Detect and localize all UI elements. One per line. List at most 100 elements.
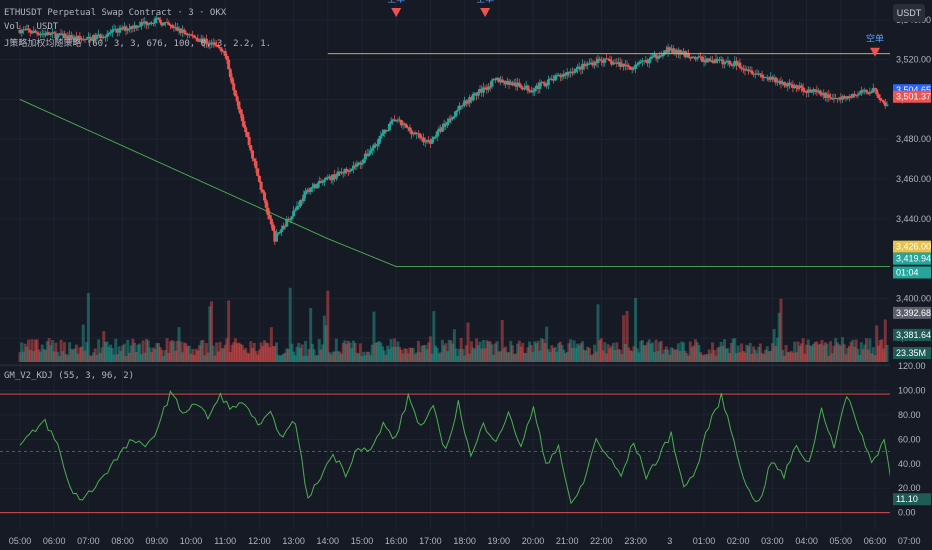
volume-bar (832, 345, 836, 362)
volume-bar (357, 353, 361, 362)
candle-body (492, 79, 496, 81)
candle-body (675, 49, 679, 54)
candle-body (372, 144, 376, 149)
volume-bar (408, 347, 412, 362)
candle-body (155, 17, 159, 19)
volume-bar (700, 354, 704, 362)
candle-body (23, 29, 27, 31)
candle-body (868, 91, 872, 94)
candle-body (500, 79, 504, 83)
price-label-box (893, 266, 931, 279)
volume-bar (437, 353, 441, 362)
volume-bar (223, 344, 227, 362)
candle-body (541, 81, 545, 84)
volume-bar (488, 341, 492, 362)
volume-bar (519, 346, 523, 362)
volume-bar (261, 346, 265, 362)
volume-bar (449, 340, 453, 362)
candle-body (502, 80, 506, 83)
volume-bar (365, 351, 369, 362)
candle-body (505, 81, 509, 85)
volume-bar (263, 340, 267, 362)
candle-body (100, 36, 104, 39)
candle-body (818, 90, 822, 95)
candle-body (452, 116, 456, 118)
volume-bar (129, 345, 133, 362)
volume-bar (162, 355, 166, 362)
candlestick-series (18, 14, 889, 245)
volume-bar (78, 347, 82, 362)
volume-bar (194, 348, 198, 362)
candle-body (210, 42, 214, 45)
volume-bar (62, 342, 66, 362)
candle-body (283, 225, 287, 227)
volume-bar (781, 349, 785, 362)
candle-body (33, 30, 37, 33)
volume-bar (440, 339, 444, 362)
volume-bar (341, 342, 345, 362)
candle-body (386, 130, 390, 132)
candle-body (490, 80, 494, 87)
kdj-line (19, 389, 910, 512)
candle-body (305, 189, 309, 192)
volume-bar (74, 344, 78, 362)
candle-body (757, 73, 761, 75)
candle-body (85, 38, 89, 40)
volume-bar (264, 342, 268, 362)
time-axis-bg (0, 530, 932, 550)
volume-bar (757, 346, 761, 362)
candle-body (285, 218, 289, 227)
volume-bar (381, 346, 385, 362)
candle-body (422, 137, 426, 143)
volume-bar (305, 355, 309, 362)
kdj-tick-label: 0.00 (898, 508, 916, 518)
volume-bar (430, 353, 434, 362)
candle-body (170, 25, 174, 28)
kdj-tick-label: 100.00 (898, 385, 926, 395)
candle-body (572, 72, 576, 74)
volume-bar (666, 349, 670, 362)
volume-bar (741, 350, 745, 362)
volume-bar (432, 311, 436, 362)
volume-bar (861, 349, 865, 362)
candle-body (413, 132, 417, 135)
volume-bar (175, 340, 179, 362)
candle-body (488, 86, 492, 88)
candle-body (801, 87, 805, 91)
currency-button[interactable]: USDT (893, 4, 925, 22)
candle-body (598, 58, 602, 61)
volume-bar (102, 331, 106, 362)
volume-bar (423, 345, 427, 362)
volume-bar (670, 347, 674, 362)
volume-bar (239, 343, 243, 362)
volume-bar (40, 344, 44, 362)
candle-body (93, 35, 97, 39)
volume-bar (141, 340, 145, 362)
candle-body (726, 60, 730, 62)
volume-bar (240, 344, 244, 362)
candle-body (676, 49, 680, 54)
volume-bar (180, 352, 184, 362)
volume-bar (586, 346, 590, 362)
candle-body (666, 47, 670, 53)
candle-body (90, 38, 94, 41)
volume-bar (394, 346, 398, 362)
volume-bar (815, 341, 819, 362)
volume-bar (548, 351, 552, 362)
volume-bar (387, 348, 391, 362)
volume-bar (230, 344, 234, 362)
candle-body (755, 73, 759, 75)
volume-bar (820, 339, 824, 362)
price-label-text: 3,504.65 (896, 85, 931, 95)
volume-bar (290, 343, 294, 362)
symbol-title: ETHUSDT Perpetual Swap Contract · 3 · OK… (4, 8, 227, 18)
volume-bar (447, 339, 451, 362)
volume-bar (825, 343, 829, 362)
candle-body (723, 61, 727, 65)
volume-bar (81, 324, 85, 362)
volume-bar (683, 350, 687, 362)
volume-bar (427, 342, 431, 362)
volume-bar (50, 340, 54, 362)
time-tick-label: 20:00 (522, 536, 545, 546)
